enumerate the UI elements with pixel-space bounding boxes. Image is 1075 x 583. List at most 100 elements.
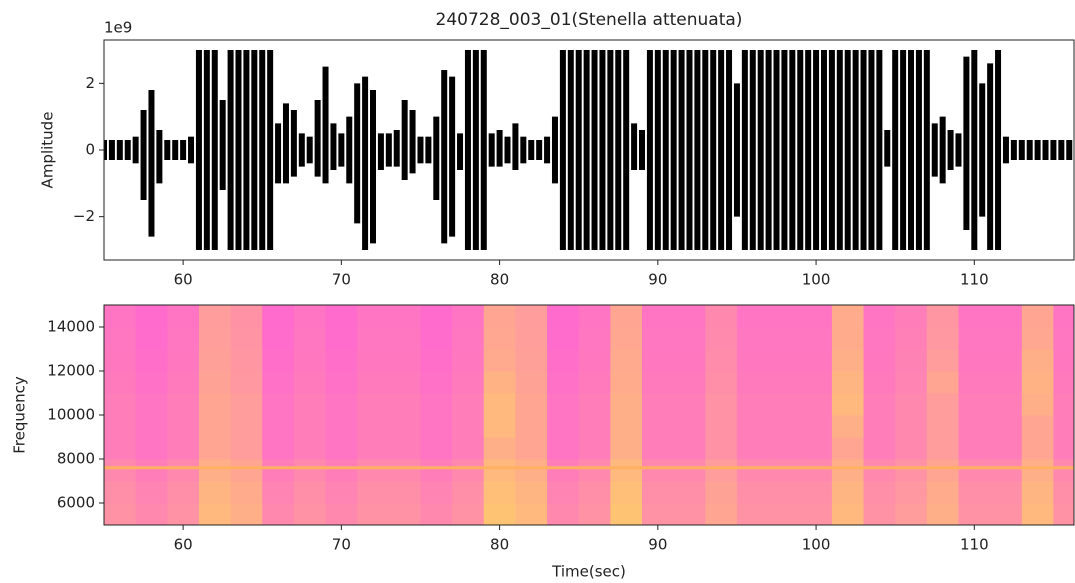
heatmap-cell <box>831 503 865 525</box>
heatmap-cell <box>736 481 770 504</box>
heatmap-cell <box>1021 371 1054 394</box>
heatmap-cell <box>768 415 801 438</box>
heatmap-cell <box>863 481 896 504</box>
heatmap-cell <box>167 503 200 525</box>
heatmap-cell <box>325 327 358 350</box>
heatmap-cell <box>325 415 358 438</box>
heatmap-cell <box>895 393 928 416</box>
heatmap-cell <box>736 503 770 525</box>
heatmap-cell <box>167 481 200 504</box>
heatmap-cell <box>483 503 516 525</box>
heatmap-cell <box>420 327 453 350</box>
heatmap-cell <box>547 459 580 482</box>
heatmap-cell <box>705 393 738 416</box>
heatmap-cell <box>167 415 200 438</box>
heatmap-cell <box>104 305 137 328</box>
heatmap-cell <box>483 415 516 438</box>
heatmap-cell <box>673 305 706 328</box>
heatmap-cell <box>388 459 421 482</box>
heatmap-cell <box>705 437 738 460</box>
heatmap-cell <box>1021 415 1054 438</box>
heatmap-cell <box>230 437 263 460</box>
heatmap-cell <box>293 437 327 460</box>
x-tick-label: 100 <box>802 536 831 554</box>
heatmap-cell <box>357 393 390 416</box>
heatmap-cell <box>167 349 200 372</box>
heatmap-cell <box>642 437 675 460</box>
chart-title: 240728_003_01(Stenella attenuata) <box>436 10 743 30</box>
heatmap-cell <box>736 393 770 416</box>
heatmap-cell <box>1021 503 1054 525</box>
heatmap-cell <box>357 349 390 372</box>
heatmap-cell <box>673 503 706 525</box>
heatmap-cell <box>198 459 232 482</box>
heatmap-cell <box>420 437 453 460</box>
heatmap-cell <box>104 349 137 372</box>
y-tick-label: 10000 <box>47 406 95 424</box>
heatmap-cell <box>673 393 706 416</box>
heatmap-cell <box>768 305 801 328</box>
heatmap-cell <box>515 481 548 504</box>
heatmap-cell <box>642 327 675 350</box>
heatmap-cell <box>578 415 611 438</box>
heatmap-cell <box>325 349 358 372</box>
heatmap-cell <box>863 415 896 438</box>
heatmap-cell <box>895 349 928 372</box>
heatmap-cell <box>578 305 611 328</box>
heatmap-cell <box>452 481 485 504</box>
heatmap-cell <box>325 305 358 328</box>
heatmap-cell <box>642 503 675 525</box>
heatmap-cell <box>736 305 770 328</box>
heatmap-cell <box>230 503 263 525</box>
x-tick-label: 110 <box>960 536 989 554</box>
heatmap-cell <box>610 481 643 504</box>
heatmap-cell <box>1053 503 1074 525</box>
heatmap-cell <box>610 503 643 525</box>
heatmap-cell <box>800 415 833 438</box>
heatmap-cell <box>420 481 453 504</box>
heatmap-cell <box>420 371 453 394</box>
heatmap-cell <box>420 305 453 328</box>
heatmap-cell <box>293 393 327 416</box>
heatmap-cell <box>483 459 516 482</box>
heatmap-cell <box>515 459 548 482</box>
x-tick-label: 60 <box>174 536 193 554</box>
heatmap-cell <box>800 371 833 394</box>
heatmap-cell <box>452 327 485 350</box>
heatmap-cell <box>642 393 675 416</box>
heatmap-cell <box>926 371 959 394</box>
heatmap-cell <box>926 481 959 504</box>
heatmap-cell <box>642 415 675 438</box>
heatmap-cell <box>230 481 263 504</box>
heatmap-cell <box>135 503 168 525</box>
heatmap-cell <box>262 305 295 328</box>
heatmap-cell <box>831 305 865 328</box>
heatmap-cell <box>578 349 611 372</box>
heatmap-cell <box>325 459 358 482</box>
heatmap-cell <box>958 393 991 416</box>
heatmap-cell <box>420 415 453 438</box>
heatmap-cell <box>926 437 959 460</box>
heatmap-cell <box>104 393 137 416</box>
heatmap-cell <box>610 459 643 482</box>
heatmap-cell <box>578 481 611 504</box>
heatmap-cell <box>610 437 643 460</box>
heatmap-cell <box>1053 459 1074 482</box>
heatmap-cell <box>1021 393 1054 416</box>
heatmap-cell <box>135 305 168 328</box>
waveform-plot <box>104 50 1073 250</box>
heatmap-cell <box>800 349 833 372</box>
heatmap-cell <box>483 393 516 416</box>
heatmap-cell <box>863 305 896 328</box>
y-tick-label: 6000 <box>57 494 95 512</box>
heatmap-cell <box>198 415 232 438</box>
heatmap-cell <box>895 503 928 525</box>
heatmap-cell <box>926 327 959 350</box>
heatmap-cell <box>610 415 643 438</box>
heatmap-cell <box>293 459 327 482</box>
heatmap-cell <box>167 393 200 416</box>
heatmap-cell <box>483 327 516 350</box>
heatmap-cell <box>325 371 358 394</box>
heatmap-cell <box>135 349 168 372</box>
heatmap-cell <box>388 327 421 350</box>
